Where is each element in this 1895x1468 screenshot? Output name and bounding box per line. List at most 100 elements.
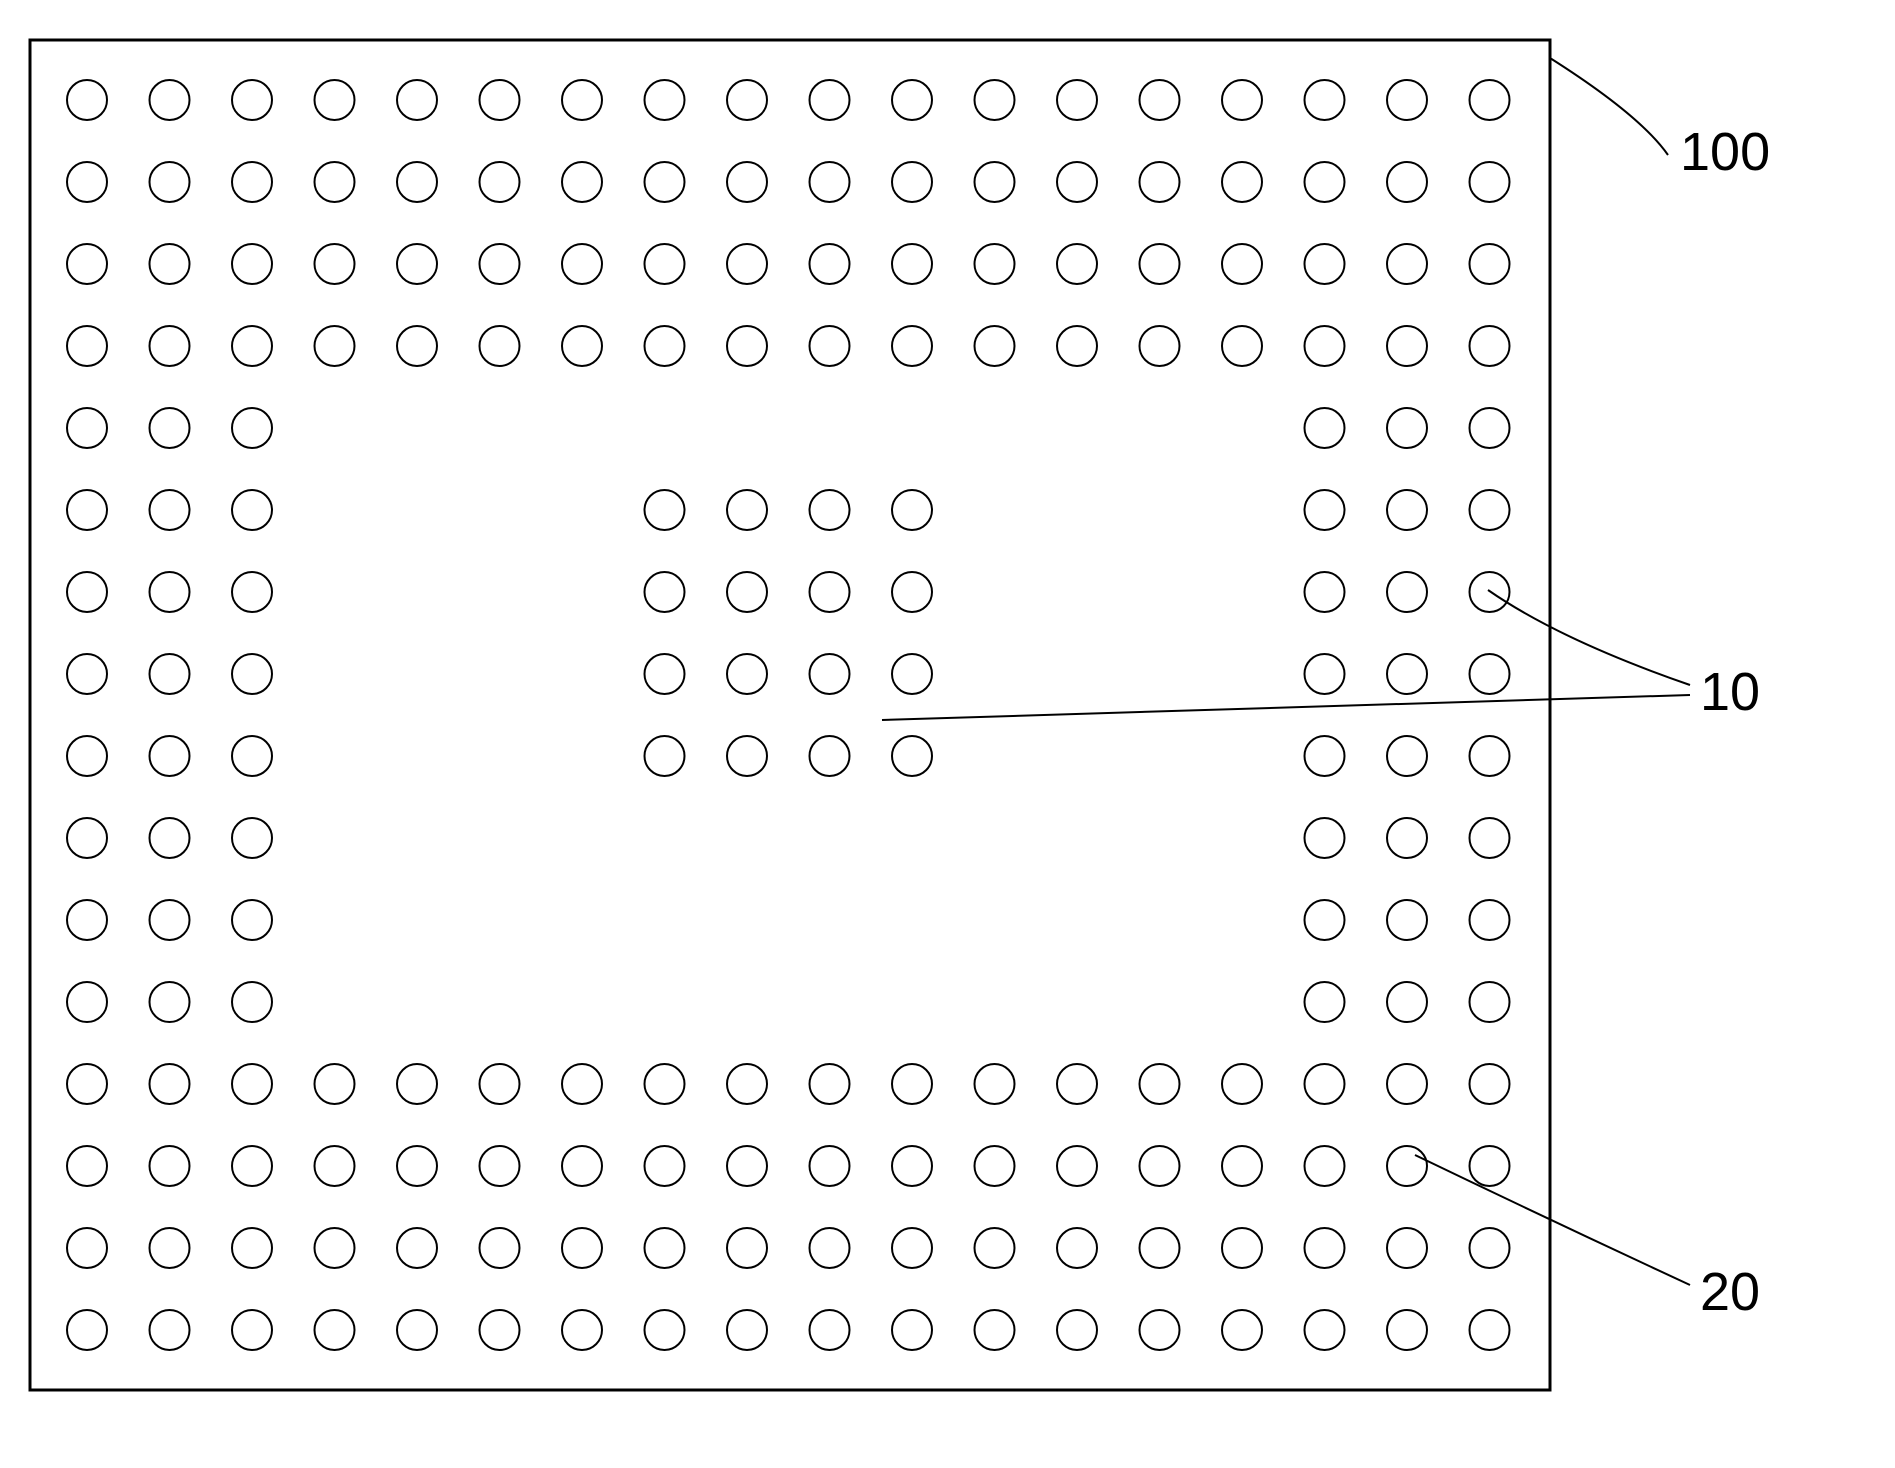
ball-pad	[480, 1146, 520, 1186]
ball-pad	[562, 1228, 602, 1268]
ball-pad	[1305, 1310, 1345, 1350]
leader-line	[882, 695, 1690, 720]
ball-pad	[1470, 1310, 1510, 1350]
ball-pad	[67, 1310, 107, 1350]
ball-pad	[232, 654, 272, 694]
ball-pad	[1387, 326, 1427, 366]
ball-pad	[1387, 818, 1427, 858]
ball-pad	[397, 1146, 437, 1186]
ball-pad	[1305, 1146, 1345, 1186]
ball-pad	[1387, 490, 1427, 530]
ball-pad	[1222, 1228, 1262, 1268]
ball-pad	[727, 1228, 767, 1268]
ball-pad	[1470, 900, 1510, 940]
ball-pad	[1140, 1064, 1180, 1104]
ball-pad	[645, 80, 685, 120]
reference-label: 10	[1700, 662, 1760, 722]
ball-pad	[150, 900, 190, 940]
ball-pad	[1140, 326, 1180, 366]
ball-pad	[562, 244, 602, 284]
ball-pad	[1387, 572, 1427, 612]
ball-pad	[810, 736, 850, 776]
ball-pad	[562, 1064, 602, 1104]
ball-pad	[150, 1064, 190, 1104]
ball-pad	[150, 162, 190, 202]
ball-pad	[315, 80, 355, 120]
ball-pad	[232, 818, 272, 858]
ball-pad	[232, 736, 272, 776]
ball-pad	[892, 1228, 932, 1268]
ball-pad	[315, 244, 355, 284]
ball-pad	[727, 654, 767, 694]
ball-pad	[1305, 736, 1345, 776]
ball-pad	[232, 982, 272, 1022]
ball-pad	[1387, 900, 1427, 940]
ball-pad	[232, 1228, 272, 1268]
ball-pad	[67, 80, 107, 120]
ball-pad	[315, 1310, 355, 1350]
ball-pad	[150, 244, 190, 284]
ball-pad	[1222, 1146, 1262, 1186]
ball-pad	[480, 1310, 520, 1350]
ball-pad	[67, 1146, 107, 1186]
ball-pad	[1305, 326, 1345, 366]
ball-pad	[645, 572, 685, 612]
ball-pad	[1387, 408, 1427, 448]
ball-pad	[1305, 982, 1345, 1022]
ball-pad	[975, 326, 1015, 366]
ball-pad	[727, 572, 767, 612]
ball-pad	[645, 490, 685, 530]
ball-pad	[150, 80, 190, 120]
diagram-svg: 1001020	[0, 20, 1895, 1448]
ball-pad	[975, 1146, 1015, 1186]
ball-pad	[892, 162, 932, 202]
ball-pad	[727, 1310, 767, 1350]
ball-pad	[645, 654, 685, 694]
ball-pad	[892, 1064, 932, 1104]
ball-pad	[232, 572, 272, 612]
ball-pad	[1305, 408, 1345, 448]
ball-pad	[727, 736, 767, 776]
ball-pad	[1470, 1064, 1510, 1104]
ball-pad	[975, 1064, 1015, 1104]
ball-pad	[150, 490, 190, 530]
ball-pad	[892, 326, 932, 366]
ball-pad	[1387, 244, 1427, 284]
ball-pad	[892, 654, 932, 694]
ball-pad	[1140, 162, 1180, 202]
ball-pad	[67, 162, 107, 202]
ball-pad	[1140, 80, 1180, 120]
ball-pad	[975, 1310, 1015, 1350]
ball-pad	[480, 1064, 520, 1104]
ball-pad	[1387, 1064, 1427, 1104]
ball-pad	[645, 1064, 685, 1104]
ball-pad	[645, 244, 685, 284]
ball-pad	[397, 162, 437, 202]
ball-pad	[1222, 162, 1262, 202]
ball-pad	[1057, 162, 1097, 202]
ball-pad	[727, 490, 767, 530]
ball-pad	[1305, 80, 1345, 120]
ball-pad	[67, 572, 107, 612]
leader-line	[1415, 1155, 1690, 1285]
ball-pad	[810, 1064, 850, 1104]
ball-pad	[727, 80, 767, 120]
ball-pad	[1470, 1228, 1510, 1268]
ball-pad	[727, 244, 767, 284]
ball-pad	[150, 1228, 190, 1268]
ball-pad	[67, 326, 107, 366]
ball-pad	[1140, 244, 1180, 284]
ball-pad	[1222, 1310, 1262, 1350]
ball-pad	[397, 326, 437, 366]
ball-pad	[892, 244, 932, 284]
ball-pad	[1470, 1146, 1510, 1186]
ball-pad	[1470, 736, 1510, 776]
ball-pad	[892, 1310, 932, 1350]
ball-pad	[480, 162, 520, 202]
leader-line	[1488, 590, 1690, 685]
ball-pad	[1305, 490, 1345, 530]
ball-pad	[975, 1228, 1015, 1268]
ball-pad	[810, 244, 850, 284]
bga-diagram: 1001020	[0, 20, 1895, 1448]
ball-pad	[150, 982, 190, 1022]
